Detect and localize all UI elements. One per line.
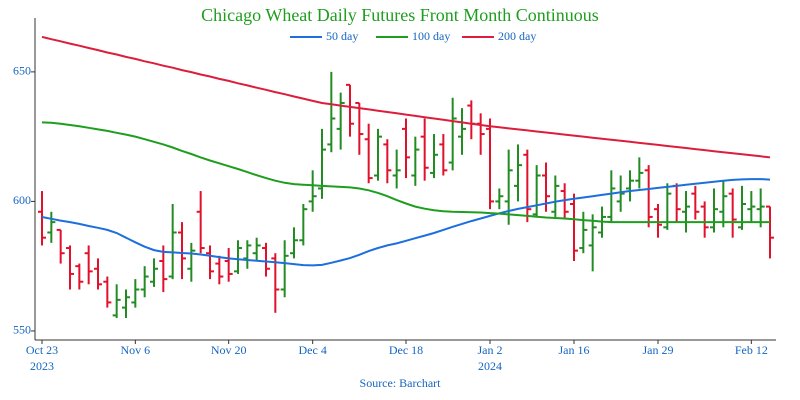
x-tick-year: 2023 [30,359,54,373]
legend-label: 200 day [498,29,536,43]
x-tick-label: Oct 23 [26,343,58,357]
x-tick-label: Dec 4 [299,343,327,357]
y-tick-label: 600 [13,193,31,207]
source-note: Source: Barchart [360,376,442,390]
legend-label: 50 day [326,29,358,43]
x-tick-label: Jan 29 [643,343,674,357]
y-tick-label: 650 [13,64,31,78]
x-tick-label: Feb 12 [735,343,768,357]
x-tick-label: Nov 20 [211,343,247,357]
chart-title: Chicago Wheat Daily Futures Front Month … [201,5,599,25]
y-tick-label: 550 [13,323,31,337]
x-tick-label: Dec 18 [389,343,423,357]
x-tick-year: 2024 [478,359,502,373]
legend-label: 100 day [412,29,450,43]
x-tick-label: Jan 2 [478,343,503,357]
moving-average-line [41,121,770,224]
moving-average-line [41,178,771,267]
x-tick-label: Jan 16 [559,343,590,357]
moving-average-line [41,35,771,159]
x-tick-label: Nov 6 [120,343,150,357]
